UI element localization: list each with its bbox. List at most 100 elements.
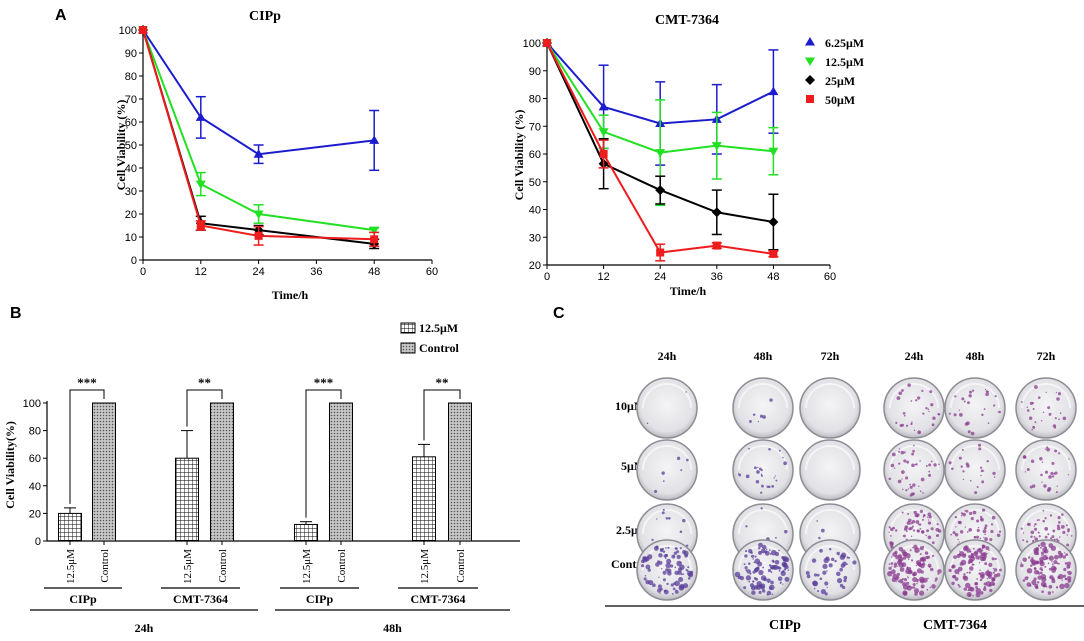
culture-dish xyxy=(944,539,1006,601)
colony xyxy=(1051,591,1054,594)
colony xyxy=(913,429,916,432)
colony xyxy=(770,571,773,574)
colony xyxy=(762,415,766,419)
colony xyxy=(905,581,910,586)
colony xyxy=(983,536,985,539)
data-point xyxy=(543,39,551,47)
colony xyxy=(928,473,932,477)
colony xyxy=(745,575,752,581)
colony xyxy=(911,525,914,528)
colony xyxy=(1044,558,1046,561)
colony xyxy=(891,569,896,574)
colony xyxy=(1034,548,1039,552)
colony xyxy=(980,518,983,521)
y-tick-label: 70 xyxy=(529,121,541,133)
colony xyxy=(771,485,775,488)
colony xyxy=(902,488,904,491)
colony xyxy=(959,562,964,566)
colony xyxy=(986,578,988,580)
colony xyxy=(904,525,909,529)
colony xyxy=(975,586,978,589)
colony xyxy=(979,591,984,595)
colony xyxy=(1033,569,1039,575)
colony xyxy=(1030,530,1035,535)
colony xyxy=(927,516,929,518)
colony xyxy=(1039,571,1043,575)
data-point xyxy=(768,86,779,96)
culture-dish xyxy=(636,539,698,601)
dish-rim xyxy=(799,377,861,439)
dish-highlight xyxy=(1021,383,1071,409)
colony xyxy=(893,562,898,566)
colony xyxy=(893,565,897,568)
colony xyxy=(1054,449,1058,453)
colony xyxy=(993,476,996,478)
colony xyxy=(991,515,996,520)
colony xyxy=(927,577,929,580)
x-tick-label: Control xyxy=(217,549,229,583)
colony xyxy=(1031,579,1037,585)
colony xyxy=(901,389,904,392)
colony xyxy=(915,520,920,524)
colony xyxy=(938,463,940,466)
series-line xyxy=(142,29,375,232)
colony xyxy=(678,585,685,591)
colony xyxy=(901,577,904,580)
colony xyxy=(985,392,989,397)
colony xyxy=(898,450,901,453)
colony xyxy=(962,512,966,517)
time-group-label: 24h xyxy=(135,621,154,635)
colony xyxy=(766,485,769,488)
colony xyxy=(975,588,982,594)
culture-dish xyxy=(883,377,945,439)
culture-dish xyxy=(1015,377,1077,439)
colony xyxy=(987,422,990,424)
x-tick-label: 12.5μM xyxy=(182,549,194,584)
colony xyxy=(966,531,969,533)
colony xyxy=(903,534,906,538)
y-tick-label: 90 xyxy=(125,48,137,60)
colony xyxy=(1020,401,1023,403)
colony xyxy=(969,390,973,394)
colony xyxy=(773,477,775,479)
significance-bracket xyxy=(423,389,461,441)
colony xyxy=(910,400,913,402)
x-tick-label: 48 xyxy=(767,271,779,283)
colony xyxy=(686,458,689,462)
colony xyxy=(665,562,671,569)
dish-highlight xyxy=(805,545,855,571)
colony xyxy=(1042,509,1045,512)
colony xyxy=(919,460,921,462)
colony xyxy=(894,550,898,554)
colony xyxy=(657,584,662,589)
colony xyxy=(661,471,665,475)
colony xyxy=(911,520,916,524)
colony xyxy=(959,550,961,552)
colony xyxy=(1051,461,1055,465)
chart-title: CMT-7364 xyxy=(655,13,719,28)
colony xyxy=(783,461,787,466)
colony xyxy=(958,409,960,411)
colony xyxy=(903,451,906,454)
bar xyxy=(58,512,82,542)
colony xyxy=(959,413,963,417)
colony xyxy=(992,471,996,476)
colony xyxy=(888,531,890,534)
bar xyxy=(210,402,234,542)
colony xyxy=(895,421,898,424)
x-tick-label: Control xyxy=(336,549,348,583)
colony xyxy=(987,574,992,579)
colony xyxy=(1037,531,1040,534)
colony xyxy=(1042,519,1046,523)
colony xyxy=(1053,566,1057,571)
colony xyxy=(1027,522,1031,527)
colony xyxy=(679,564,685,570)
colony xyxy=(813,587,816,590)
colony xyxy=(907,571,909,573)
data-point xyxy=(196,221,205,230)
colony xyxy=(951,467,954,471)
colony xyxy=(922,514,926,517)
legend-label-50: 50μM xyxy=(825,93,855,107)
culture-dish xyxy=(1015,439,1077,501)
colony xyxy=(1032,484,1036,488)
